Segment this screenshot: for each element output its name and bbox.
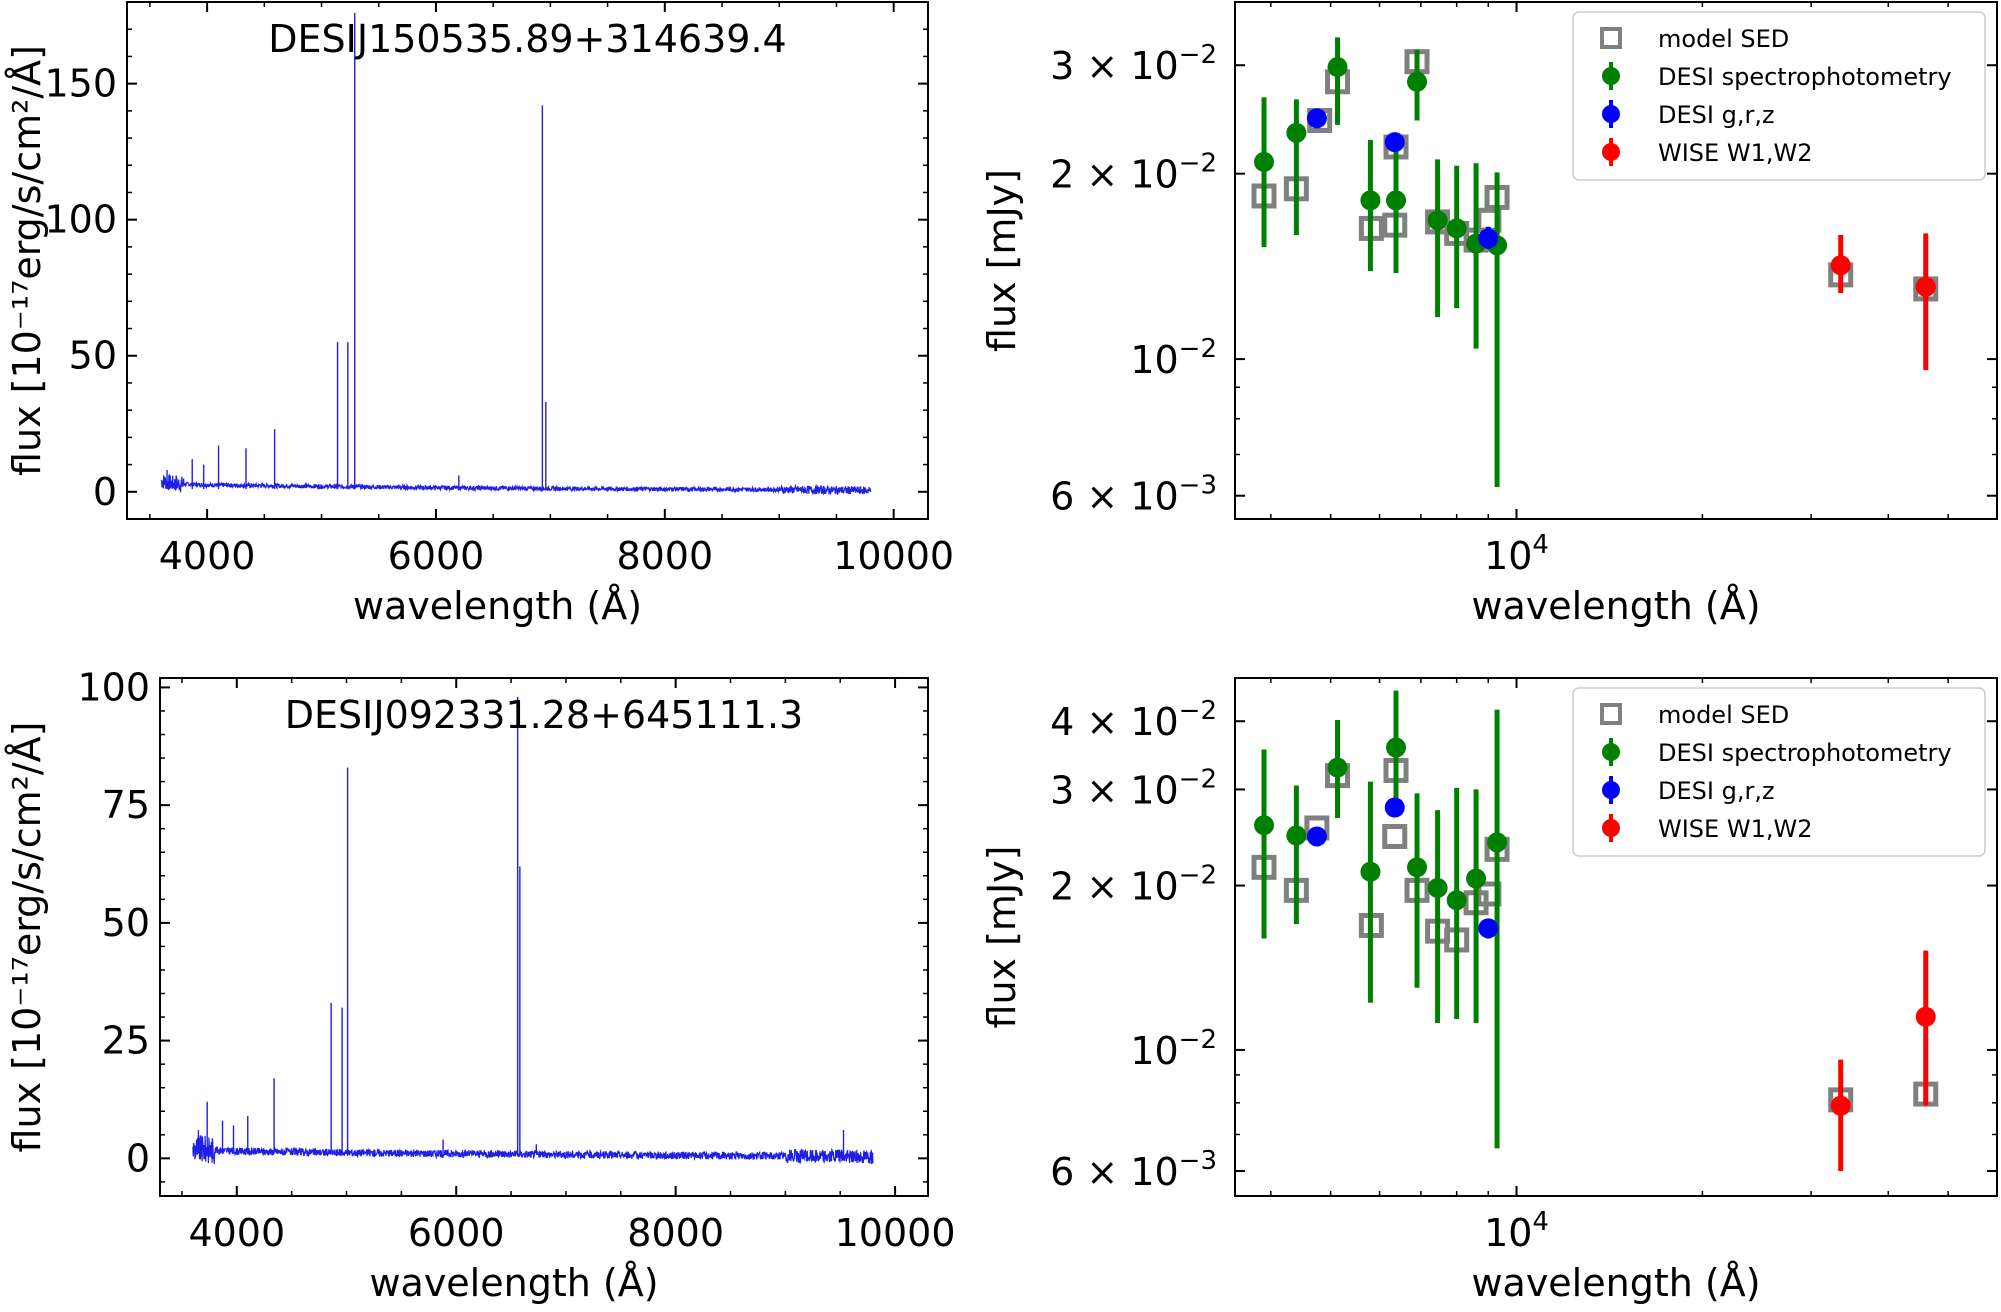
spectrum-panel-2: 4000 6000 8000 10000 0 25 50 75 100 DESIJ092331.2… [5, 665, 956, 1305]
sed-panel-1: 6 × 10−3 10−2 2 × 10−2 3 × 10−2 104 model SED… [980, 1, 1998, 628]
legend-marker [1602, 67, 1620, 85]
legend-box [1572, 687, 1986, 857]
legend-label: DESI g,r,z [1658, 101, 1775, 129]
chart-title: DESIJ150535.89+314639.4 [268, 17, 786, 61]
y-axis-label: flux [10⁻¹⁷erg/s/cm²/Å] [5, 45, 49, 476]
y-tick-label: 50 [69, 334, 117, 378]
y-tick-label: 2 × 10−2 [1050, 861, 1217, 909]
desi-spec-point [1466, 868, 1487, 889]
desi-spec-point [1427, 210, 1448, 231]
legend-marker [1602, 143, 1620, 161]
x-tick-label: 4000 [159, 534, 256, 578]
y-tick-label: 2 × 10−2 [1050, 149, 1217, 197]
x-axis-label: wavelength (Å) [369, 1261, 658, 1305]
y-tick-label: 100 [77, 665, 150, 709]
desi-grz-point [1306, 826, 1327, 847]
wise-point [1915, 1006, 1936, 1027]
x-axis-label: wavelength (Å) [1471, 1261, 1760, 1305]
desi-grz-point [1478, 228, 1499, 249]
legend-marker [1602, 781, 1620, 799]
plot-frame [1234, 1, 1998, 520]
y-axis-label: flux [10⁻¹⁷erg/s/cm²/Å] [5, 722, 49, 1153]
y-tick-label: 0 [93, 470, 117, 514]
plot-frame [159, 677, 929, 1197]
y-tick-label: 6 × 10−3 [1050, 1146, 1217, 1194]
spectrum-line [160, 473, 872, 496]
legend-label: DESI g,r,z [1658, 777, 1775, 805]
desi-spec-point [1427, 877, 1448, 898]
legend-label: model SED [1658, 25, 1789, 53]
legend-marker [1602, 105, 1620, 123]
sed-panel-3: 6 × 10−3 10−2 2 × 10−2 3 × 10−2 4 × 10−2 104 m… [980, 677, 1998, 1305]
y-tick-label: 4 × 10−2 [1050, 696, 1217, 744]
plot-frame [1234, 677, 1998, 1197]
y-tick-label: 75 [102, 783, 150, 827]
legend: model SED DESI spectrophotometry DESI g,r,… [1572, 687, 1986, 857]
legend: model SED DESI spectrophotometry DESI g,r,… [1572, 11, 1986, 181]
desi-spec-point [1446, 218, 1467, 239]
desi-spec-point [1446, 890, 1467, 911]
y-tick-label: 6 × 10−3 [1050, 471, 1217, 519]
desi-spec-point [1254, 815, 1275, 836]
x-tick-label: 8000 [616, 534, 713, 578]
desi-spec-point [1286, 122, 1307, 143]
y-axis-label: flux [mJy] [980, 169, 1024, 352]
desi-spec-point [1360, 861, 1381, 882]
x-axis-label: wavelength (Å) [1471, 584, 1760, 628]
desi-spec-point [1327, 757, 1348, 778]
x-tick-label: 6000 [388, 534, 485, 578]
y-tick-label: 150 [44, 62, 117, 106]
desi-grz-point [1384, 797, 1405, 818]
legend-box [1572, 11, 1986, 181]
desi-grz-point [1384, 132, 1405, 153]
desi-spec-point [1487, 832, 1508, 853]
y-tick-label: 100 [44, 198, 117, 242]
y-tick-label: 10−2 [1130, 1025, 1217, 1073]
y-tick-label: 3 × 10−2 [1050, 40, 1217, 88]
desi-spec-point [1327, 57, 1348, 78]
desi-spec-point [1386, 737, 1407, 758]
y-tick-label: 50 [102, 901, 150, 945]
legend-label: WISE W1,W2 [1658, 815, 1812, 843]
legend-label: DESI spectrophotometry [1658, 63, 1952, 91]
x-tick-label: 104 [1484, 1207, 1549, 1255]
y-axis-label: flux [mJy] [980, 846, 1024, 1029]
y-tick-label: 3 × 10−2 [1050, 764, 1217, 812]
spectrum-panel-0: 4000 6000 8000 10000 0 50 100 150 DESIJ150535.89… [5, 1, 954, 628]
x-tick-label: 10000 [833, 534, 954, 578]
x-tick-label: 8000 [627, 1211, 724, 1255]
x-tick-label: 4000 [188, 1211, 285, 1255]
x-axis-label: wavelength (Å) [353, 584, 642, 628]
y-tick-label: 0 [126, 1136, 150, 1180]
desi-grz-point [1478, 918, 1499, 939]
x-tick-label: 6000 [408, 1211, 505, 1255]
x-tick-label: 10000 [835, 1211, 956, 1255]
wise-point [1830, 255, 1851, 276]
x-tick-label: 104 [1484, 530, 1549, 578]
spectrum-line [192, 1135, 874, 1165]
legend-marker-model [1600, 703, 1622, 725]
legend-label: WISE W1,W2 [1658, 139, 1812, 167]
desi-spec-point [1286, 825, 1307, 846]
desi-spec-point [1407, 857, 1428, 878]
legend-label: model SED [1658, 701, 1789, 729]
desi-grz-point [1306, 108, 1327, 129]
legend-marker [1602, 743, 1620, 761]
chart-title: DESIJ092331.28+645111.3 [285, 693, 803, 737]
desi-spec-point [1360, 190, 1381, 211]
y-tick-label: 10−2 [1130, 334, 1217, 382]
model-sed-point [1382, 823, 1408, 849]
desi-spec-point [1407, 71, 1428, 92]
plot-frame [126, 1, 929, 520]
legend-marker-model [1600, 27, 1622, 49]
legend-label: DESI spectrophotometry [1658, 739, 1952, 767]
desi-spec-point [1386, 190, 1407, 211]
wise-point [1830, 1095, 1851, 1116]
y-tick-label: 25 [102, 1019, 150, 1063]
legend-marker [1602, 819, 1620, 837]
wise-point [1915, 276, 1936, 297]
desi-spec-point [1254, 151, 1275, 172]
